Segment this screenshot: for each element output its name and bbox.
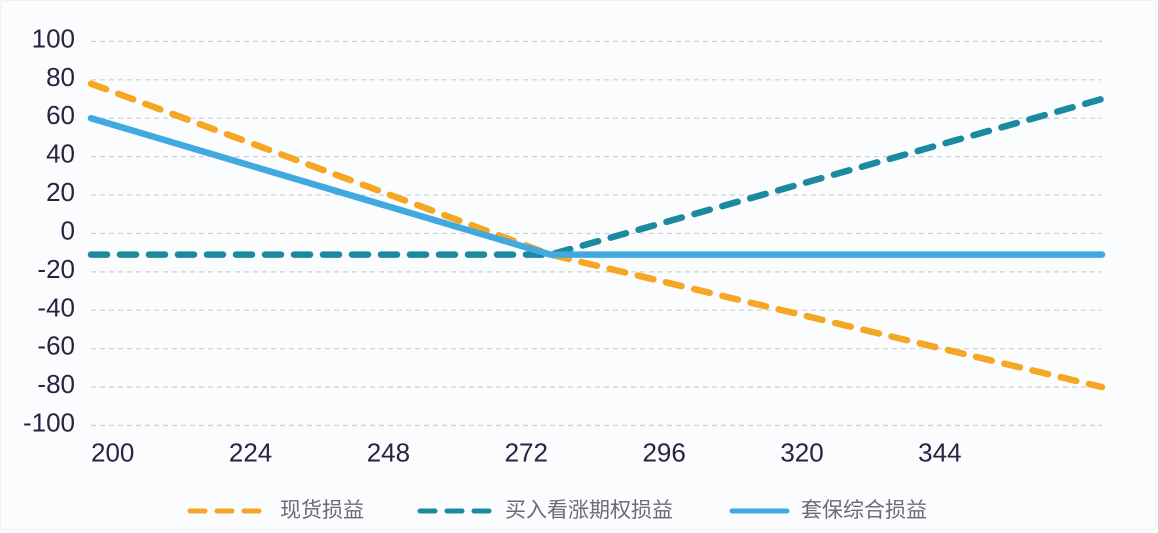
svg-text:224: 224 <box>229 438 272 468</box>
svg-text:套保综合损益: 套保综合损益 <box>801 499 927 522</box>
svg-text:-60: -60 <box>37 331 75 361</box>
svg-text:272: 272 <box>505 438 548 468</box>
svg-text:0: 0 <box>61 215 75 245</box>
svg-text:-40: -40 <box>37 292 75 322</box>
svg-text:248: 248 <box>367 438 410 468</box>
svg-text:296: 296 <box>642 438 685 468</box>
svg-text:20: 20 <box>46 177 75 207</box>
svg-text:现货损益: 现货损益 <box>280 499 364 522</box>
svg-text:-80: -80 <box>37 369 75 399</box>
svg-text:344: 344 <box>918 438 961 468</box>
svg-text:320: 320 <box>780 438 823 468</box>
svg-text:-100: -100 <box>23 408 75 438</box>
svg-text:80: 80 <box>46 62 75 92</box>
svg-text:买入看涨期权损益: 买入看涨期权损益 <box>505 499 673 522</box>
svg-text:200: 200 <box>91 438 134 468</box>
svg-text:60: 60 <box>46 100 75 130</box>
svg-text:40: 40 <box>46 139 75 169</box>
svg-text:100: 100 <box>32 23 75 53</box>
svg-text:-20: -20 <box>37 254 75 284</box>
